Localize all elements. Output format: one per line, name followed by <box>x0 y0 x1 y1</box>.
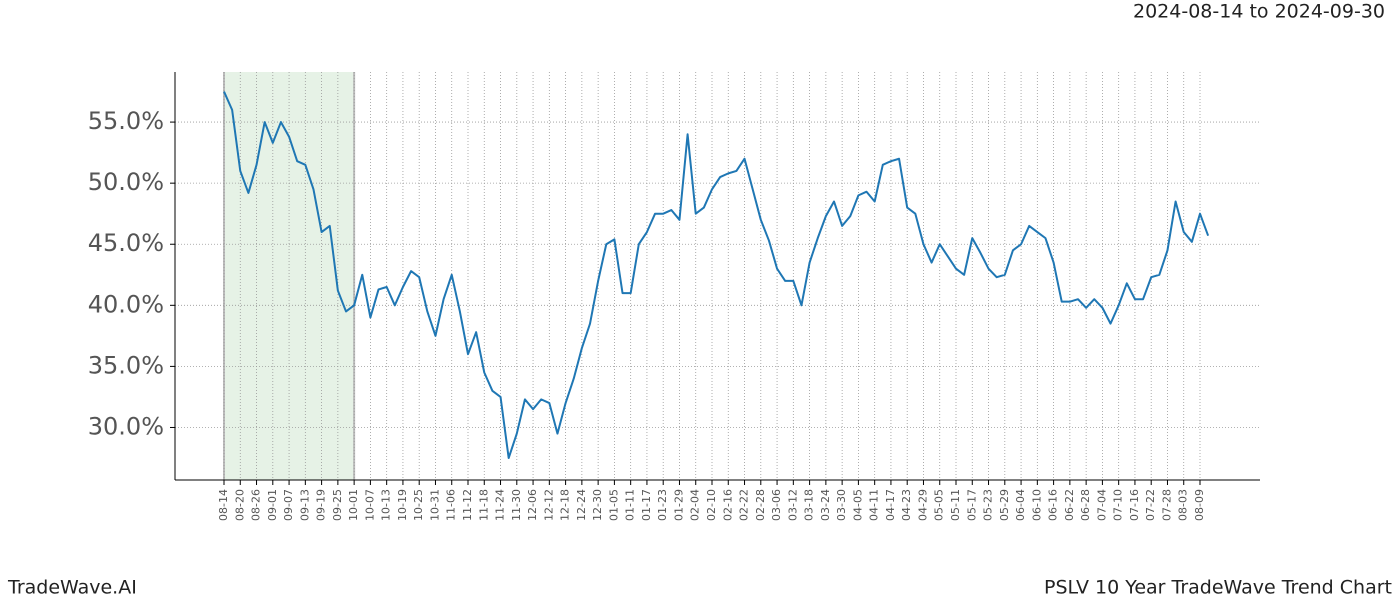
x-tick-label: 10-19 <box>396 489 409 521</box>
x-tick-label: 02-22 <box>738 489 751 521</box>
x-tick-label: 04-05 <box>851 489 864 521</box>
x-tick-label: 08-09 <box>1193 489 1206 521</box>
x-tick-label: 11-18 <box>477 489 490 521</box>
x-tick-label: 12-30 <box>591 489 604 521</box>
x-tick-label: 02-28 <box>754 489 767 521</box>
x-tick-label: 03-24 <box>819 489 832 521</box>
x-tick-label: 05-23 <box>982 489 995 521</box>
x-tick-label: 09-07 <box>282 489 295 521</box>
x-tick-label: 08-03 <box>1177 489 1190 521</box>
y-tick-label: 50.0% <box>88 168 164 196</box>
x-tick-label: 12-24 <box>575 489 588 521</box>
x-tick-label: 11-12 <box>461 489 474 521</box>
x-tick-label: 01-23 <box>656 489 669 521</box>
x-tick-label: 12-06 <box>526 489 539 521</box>
x-tick-label: 05-17 <box>965 489 978 521</box>
x-tick-label: 07-10 <box>1112 489 1125 521</box>
x-tick-label: 04-29 <box>916 489 929 521</box>
watermark: TradeWave.AI <box>7 577 137 599</box>
x-tick-label: 10-01 <box>347 489 360 521</box>
x-tick-label: 08-14 <box>217 489 230 521</box>
x-tick-label: 06-04 <box>1014 489 1027 521</box>
x-tick-label: 03-12 <box>786 489 799 521</box>
x-tick-label: 01-05 <box>607 489 620 521</box>
x-tick-label: 11-24 <box>494 489 507 521</box>
x-tick-label: 04-11 <box>868 489 881 521</box>
line-series <box>223 91 1210 460</box>
x-tick-label: 06-16 <box>1047 489 1060 521</box>
x-tick-label: 11-30 <box>510 489 523 521</box>
x-tick-label: 12-18 <box>559 489 572 521</box>
x-tick-label: 11-06 <box>445 489 458 521</box>
x-tick-label: 02-16 <box>721 489 734 521</box>
x-tick-label: 10-31 <box>428 489 441 521</box>
y-tick-label: 40.0% <box>88 290 164 318</box>
x-tick-label: 07-22 <box>1144 489 1157 521</box>
x-tick-label: 06-22 <box>1063 489 1076 521</box>
x-tick-label: 09-13 <box>298 489 311 521</box>
x-tick-label: 09-19 <box>315 489 328 521</box>
x-tick-label: 06-28 <box>1079 489 1092 521</box>
x-tick-label: 04-17 <box>884 489 897 521</box>
chart-subtitle: 2024-08-14 to 2024-09-30 <box>1133 1 1385 23</box>
x-tick-label: 05-11 <box>949 489 962 521</box>
x-tick-label: 02-04 <box>689 489 702 521</box>
x-tick-label: 01-29 <box>672 489 685 521</box>
x-tick-label: 06-10 <box>1030 489 1043 521</box>
x-tick-label: 01-17 <box>640 489 653 521</box>
x-tick-label: 05-05 <box>933 489 946 521</box>
y-tick-label: 35.0% <box>88 351 164 379</box>
x-tick-label: 10-07 <box>363 489 376 521</box>
x-tick-label: 02-10 <box>705 489 718 521</box>
x-tick-label: 08-26 <box>250 489 263 521</box>
x-tick-label: 04-23 <box>900 489 913 521</box>
x-tick-label: 10-25 <box>412 489 425 521</box>
x-tick-label: 05-29 <box>998 489 1011 521</box>
x-tick-label: 01-11 <box>624 489 637 521</box>
x-tick-label: 09-01 <box>266 489 279 521</box>
x-tick-label: 07-16 <box>1128 489 1141 521</box>
y-tick-label: 30.0% <box>88 412 164 440</box>
y-tick-label: 55.0% <box>88 107 164 135</box>
chart-title: PSLV 10 Year TradeWave Trend Chart <box>1044 577 1392 599</box>
x-tick-label: 08-20 <box>233 489 246 521</box>
y-tick-label: 45.0% <box>88 229 164 257</box>
x-tick-label: 12-12 <box>542 489 555 521</box>
x-tick-label: 07-28 <box>1160 489 1173 521</box>
x-tick-label: 03-06 <box>770 489 783 521</box>
x-tick-label: 07-04 <box>1095 489 1108 521</box>
x-tick-label: 03-18 <box>803 489 816 521</box>
x-tick-label: 03-30 <box>835 489 848 521</box>
x-tick-label: 09-25 <box>331 489 344 521</box>
x-tick-label: 10-13 <box>380 489 393 521</box>
